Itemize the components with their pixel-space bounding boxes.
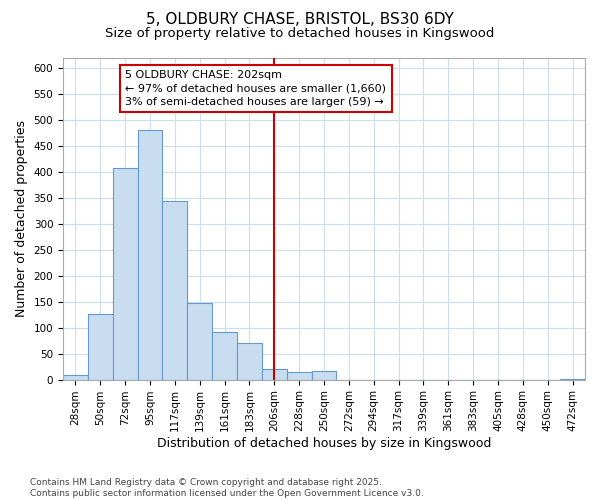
Bar (262, 369, 287, 380)
X-axis label: Distribution of detached houses by size in Kingswood: Distribution of detached houses by size … (157, 437, 491, 450)
Bar (88, 314, 113, 380)
Bar (287, 372, 311, 380)
Bar (163, 202, 187, 380)
Bar (560, 378, 585, 380)
Y-axis label: Number of detached properties: Number of detached properties (15, 120, 28, 317)
Bar (137, 130, 163, 380)
Bar (237, 343, 262, 380)
Bar (63, 376, 88, 380)
Text: 5 OLDBURY CHASE: 202sqm
← 97% of detached houses are smaller (1,660)
3% of semi-: 5 OLDBURY CHASE: 202sqm ← 97% of detache… (125, 70, 386, 107)
Text: Contains HM Land Registry data © Crown copyright and database right 2025.
Contai: Contains HM Land Registry data © Crown c… (30, 478, 424, 498)
Text: 5, OLDBURY CHASE, BRISTOL, BS30 6DY: 5, OLDBURY CHASE, BRISTOL, BS30 6DY (146, 12, 454, 28)
Bar (113, 168, 137, 380)
Text: Size of property relative to detached houses in Kingswood: Size of property relative to detached ho… (106, 28, 494, 40)
Bar (311, 372, 337, 380)
Bar (187, 302, 212, 380)
Bar (212, 332, 237, 380)
